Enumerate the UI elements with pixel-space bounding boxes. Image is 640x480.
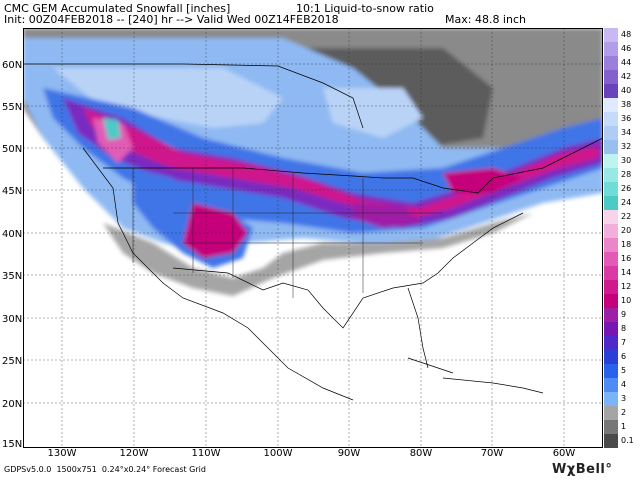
- us-canada-border: [103, 137, 603, 194]
- colorbar-level-label: 32: [621, 142, 632, 151]
- lat-label-35n: 35N: [2, 271, 23, 282]
- colorbar-cell: [604, 196, 618, 210]
- colorbar-cell: [604, 252, 618, 266]
- colorbar-level-label: 10: [621, 296, 632, 305]
- colorbar-cell: [604, 406, 618, 420]
- west-coast-line: [82, 147, 354, 401]
- caribbean-line: [442, 377, 544, 394]
- colorbar-cell: [604, 210, 618, 224]
- lat-label-20n: 20N: [2, 399, 23, 410]
- weatherbell-logo: WχBell°: [552, 462, 613, 477]
- colorbar-level-label: 5: [621, 366, 627, 375]
- colorbar-level-label: 4: [621, 380, 627, 389]
- colorbar-cell: [604, 378, 618, 392]
- colorbar-level-label: 6: [621, 352, 627, 361]
- colorbar-cell: [604, 294, 618, 308]
- colorbar-level-label: 8: [621, 324, 627, 333]
- colorbar-cell: [604, 364, 618, 378]
- lat-label-30n: 30N: [2, 314, 23, 325]
- lat-label-45n: 45N: [2, 186, 23, 197]
- colorbar-level-label: 46: [621, 44, 632, 53]
- colorbar-level-label: 44: [621, 58, 632, 67]
- colorbar-level-label: 48: [621, 30, 632, 39]
- lat-label-50n: 50N: [2, 144, 23, 155]
- colorbar-cell: [604, 70, 618, 84]
- lon-label-90w: 90W: [337, 448, 361, 459]
- snowfall-map: [23, 28, 603, 448]
- lat-label-40n: 40N: [2, 229, 23, 240]
- colorbar-level-label: 30: [621, 156, 632, 165]
- state-lines-horizontal: [173, 212, 443, 244]
- colorbar-level-label: 12: [621, 282, 632, 291]
- colorbar-cell: [604, 224, 618, 238]
- lat-label-60n: 60N: [2, 60, 23, 71]
- lon-label-100w: 100W: [263, 448, 293, 459]
- cuba-line: [407, 357, 454, 374]
- state-lines: [132, 168, 364, 298]
- colorbar-cell: [604, 238, 618, 252]
- colorbar-cell: [604, 280, 618, 294]
- colorbar-cell: [604, 308, 618, 322]
- map-canvas: [23, 28, 603, 448]
- colorbar-cell: [604, 168, 618, 182]
- lon-label-120w: 120W: [119, 448, 149, 459]
- colorbar-cell: [604, 126, 618, 140]
- colorbar-cell: [604, 350, 618, 364]
- colorbar-level-label: 38: [621, 100, 632, 109]
- map-frame: [23, 28, 603, 448]
- model-grid-info: GDPSv5.0.0 1500x751 0.24°x0.24° Forecast…: [4, 465, 206, 474]
- colorbar-cell: [604, 336, 618, 350]
- colorbar-cell: [604, 154, 618, 168]
- snowfall-field: [23, 28, 603, 296]
- colorbar-level-label: 3: [621, 394, 627, 403]
- colorbar-level-label: 36: [621, 114, 632, 123]
- lat-label-15n: 15N: [2, 439, 23, 450]
- lat-lon-grid: [23, 28, 603, 448]
- colorbar-cell: [604, 28, 618, 42]
- colorbar-cell: [604, 98, 618, 112]
- colorbar-cell: [604, 112, 618, 126]
- lat-label-55n: 55N: [2, 102, 23, 113]
- colorbar-cell: [604, 140, 618, 154]
- colorbar-level-label: 2: [621, 408, 627, 417]
- init-valid-info: Init: 00Z04FEB2018 -- [240] hr --> Valid…: [4, 13, 339, 26]
- us-mexico-gulf-line: [172, 212, 524, 329]
- max-snowfall-label: Max: 48.8 inch: [445, 13, 526, 26]
- colorbar-cell: [604, 434, 618, 448]
- colorbar-level-label: 1: [621, 422, 627, 431]
- colorbar-level-label: 14: [621, 268, 632, 277]
- colorbar-level-label: 24: [621, 198, 632, 207]
- lon-label-110w: 110W: [191, 448, 221, 459]
- map-title: CMC GEM Accumulated Snowfall [inches]: [4, 2, 231, 15]
- lon-label-60w: 60W: [552, 448, 576, 459]
- lon-label-80w: 80W: [409, 448, 433, 459]
- colorbar-cell: [604, 322, 618, 336]
- colorbar-level-label: 40: [621, 86, 632, 95]
- colorbar-cell: [604, 392, 618, 406]
- colorbar-cell: [604, 42, 618, 56]
- snow-ratio-label: 10:1 Liquid-to-snow ratio: [296, 2, 434, 15]
- colorbar-cell: [604, 182, 618, 196]
- florida-line: [407, 287, 429, 369]
- colorbar-level-label: 18: [621, 240, 632, 249]
- colorbar-level-label: 7: [621, 338, 627, 347]
- lon-label-130w: 130W: [47, 448, 77, 459]
- colorbar-level-label: 0.1: [621, 436, 634, 445]
- colorbar-level-label: 34: [621, 128, 632, 137]
- colorbar-level-label: 28: [621, 170, 632, 179]
- colorbar-level-label: 9: [621, 310, 627, 319]
- lat-label-25n: 25N: [2, 356, 23, 367]
- colorbar-level-label: 16: [621, 254, 632, 263]
- colorbar-level-label: 20: [621, 226, 632, 235]
- lon-label-70w: 70W: [480, 448, 504, 459]
- snowfall-colorbar: [604, 28, 618, 448]
- colorbar-cell: [604, 56, 618, 70]
- colorbar-cell: [604, 266, 618, 280]
- colorbar-level-label: 42: [621, 72, 632, 81]
- colorbar-level-label: 22: [621, 212, 632, 221]
- colorbar-cell: [604, 420, 618, 434]
- colorbar-cell: [604, 84, 618, 98]
- colorbar-level-label: 26: [621, 184, 632, 193]
